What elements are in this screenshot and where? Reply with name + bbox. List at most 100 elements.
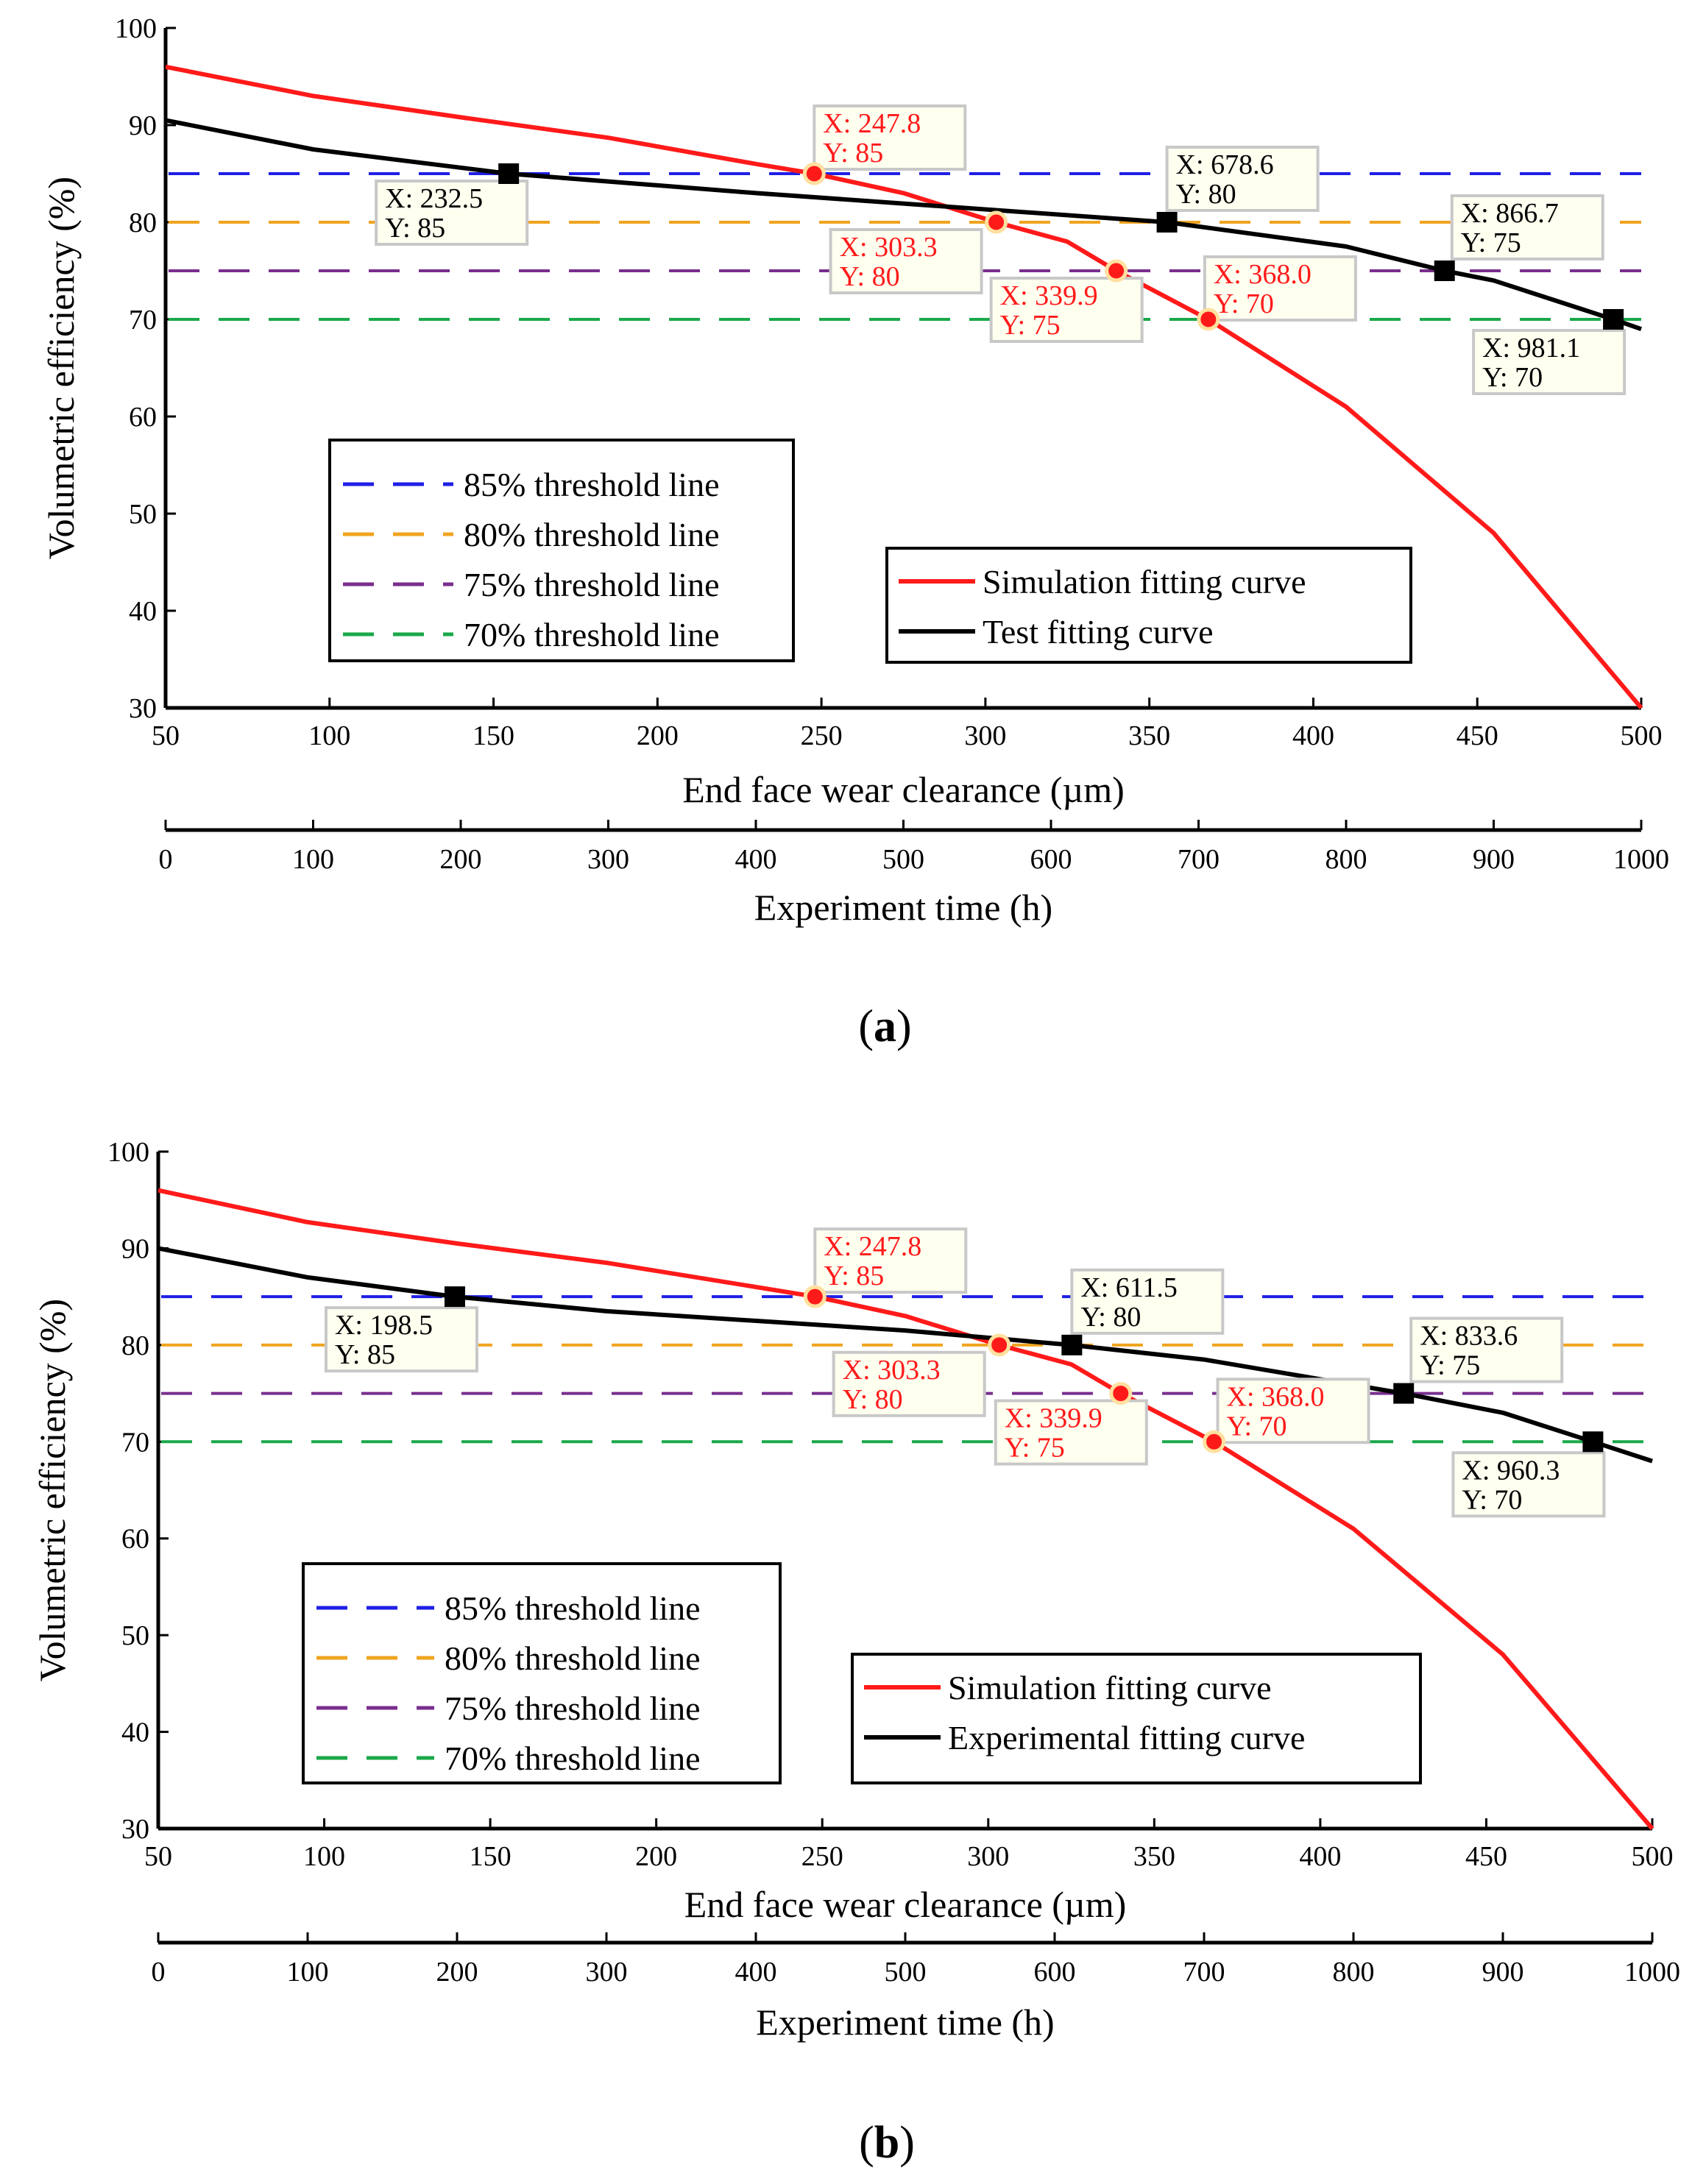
x-tick-label: 100 [308, 720, 350, 751]
datatip-y: Y: 85 [823, 138, 883, 169]
x2-tick-label: 800 [1325, 844, 1367, 875]
datatip-x: X: 339.9 [1005, 1403, 1102, 1434]
datatip-x: X: 339.9 [1000, 280, 1098, 311]
y-tick-label: 100 [115, 13, 157, 44]
x2-tick-label: 0 [159, 844, 173, 875]
chart-panel-a: 30 40 50 60 70 80 90 100 50 100 150 200 250 300 350 400… [40, 13, 1669, 1052]
x2-tick-label: 300 [586, 1957, 628, 1988]
legend-label-threshold: 80% threshold line [445, 1639, 701, 1677]
y-tick-label: 80 [129, 208, 157, 238]
datatip-x: X: 303.3 [843, 1355, 941, 1386]
datatip-y: Y: 70 [1462, 1484, 1522, 1515]
x-tick-label: 350 [1128, 720, 1170, 751]
datatip-y: Y: 70 [1482, 362, 1543, 393]
legend-label-threshold: 75% threshold line [445, 1690, 701, 1727]
datatip-x: X: 232.5 [385, 183, 483, 214]
datatip-box [375, 180, 529, 246]
x-tick-label: 200 [635, 1841, 677, 1872]
x-tick-label: 50 [144, 1841, 172, 1872]
datatip-box [1450, 194, 1604, 260]
x2-tick-label: 1000 [1613, 844, 1669, 875]
y-tick-label: 70 [129, 305, 157, 336]
datatip-x: X: 960.3 [1462, 1455, 1560, 1486]
x-tick-label: 150 [472, 720, 514, 751]
x2-tick-label: 100 [292, 844, 334, 875]
y-axis-title: Volumetric efficiency (%) [32, 1299, 73, 1681]
x-tick-label: 500 [1621, 720, 1663, 751]
x-tick-label: 250 [801, 720, 843, 751]
datatip-x: X: 303.3 [840, 232, 938, 263]
x2-tick-label: 400 [735, 844, 777, 875]
test-curve [165, 118, 1642, 332]
datatip-y: Y: 75 [1420, 1350, 1480, 1381]
simulation-marker [1197, 308, 1220, 331]
panel-label: (b) [859, 2118, 915, 2168]
datatip-box [324, 1306, 478, 1373]
y-tick-label: 90 [129, 110, 157, 141]
chart-panel-b: 30 40 50 60 70 80 90 100 50 100 150 200 250 300 350 400… [32, 1137, 1680, 2168]
x2-axis-title: Experiment time (h) [756, 2002, 1054, 2043]
simulation-marker [802, 162, 826, 185]
test-marker [1603, 309, 1624, 330]
y-tick-label: 50 [121, 1620, 149, 1651]
y-tick-label: 60 [121, 1524, 149, 1555]
datatip-box [832, 1350, 986, 1417]
x2-tick-label: 600 [1030, 844, 1072, 875]
legend-label-threshold: 70% threshold line [464, 616, 720, 653]
x2-tick-label: 700 [1183, 1957, 1225, 1988]
x2-axis-title: Experiment time (h) [754, 887, 1052, 928]
datatip-x: X: 247.8 [824, 1231, 921, 1262]
legend-label-threshold: 70% threshold line [445, 1740, 701, 1777]
datatip-box [1203, 255, 1357, 322]
legend-label-threshold: 85% threshold line [445, 1589, 701, 1627]
legend-label-threshold: 85% threshold line [464, 466, 720, 503]
test-marker [1393, 1383, 1415, 1404]
datatip-x: X: 611.5 [1080, 1272, 1178, 1303]
x2-tick-label: 300 [587, 844, 629, 875]
threshold-legend [328, 439, 795, 662]
datatip-y: Y: 75 [1461, 227, 1521, 258]
x2-tick-label: 200 [440, 844, 482, 875]
y-tick-label: 30 [129, 693, 157, 724]
x2-tick-label: 700 [1178, 844, 1220, 875]
datatip-x: X: 866.7 [1461, 198, 1559, 229]
x2-tick-label: 200 [436, 1957, 478, 1988]
x-tick-label: 300 [967, 1841, 1009, 1872]
x-tick-label: 250 [801, 1841, 843, 1872]
x2-tick-label: 800 [1333, 1957, 1375, 1988]
datatip-box [813, 1227, 968, 1294]
panel-label: (a) [858, 1001, 911, 1052]
x-tick-label: 300 [964, 720, 1006, 751]
legend-label-series: Test fitting curve [983, 613, 1214, 650]
datatip-y: Y: 70 [1214, 288, 1274, 319]
datatip-box [1216, 1378, 1370, 1444]
y-tick-label: 40 [121, 1717, 149, 1748]
datatip-box [1070, 1268, 1225, 1335]
datatip-box [1472, 329, 1627, 395]
simulation-marker [988, 1333, 1011, 1357]
datatip-box [1409, 1316, 1564, 1383]
x-tick-label: 150 [470, 1841, 512, 1872]
simulation-marker [1105, 259, 1128, 283]
threshold-legend [302, 1562, 782, 1784]
test-marker [498, 163, 520, 184]
y-tick-label: 60 [129, 402, 157, 433]
datatip-y: Y: 85 [385, 213, 445, 244]
datatip-y: Y: 80 [1176, 179, 1236, 210]
x2-tick-label: 500 [885, 1957, 927, 1988]
datatip-x: X: 198.5 [335, 1310, 433, 1341]
datatip-y: Y: 75 [1005, 1433, 1065, 1464]
y-tick-label: 90 [121, 1233, 149, 1264]
datatip-x: X: 833.6 [1420, 1321, 1518, 1352]
datatip-box [989, 277, 1144, 343]
x-tick-label: 50 [152, 720, 180, 751]
test-marker [1061, 1334, 1083, 1355]
datatip-y: Y: 80 [843, 1384, 903, 1415]
legend-label-threshold: 75% threshold line [464, 566, 720, 603]
datatip-y: Y: 70 [1227, 1411, 1287, 1442]
x-tick-label: 450 [1457, 720, 1498, 751]
x-tick-label: 400 [1292, 720, 1334, 751]
test-marker [1434, 260, 1455, 281]
datatip-y: Y: 75 [1000, 310, 1061, 341]
